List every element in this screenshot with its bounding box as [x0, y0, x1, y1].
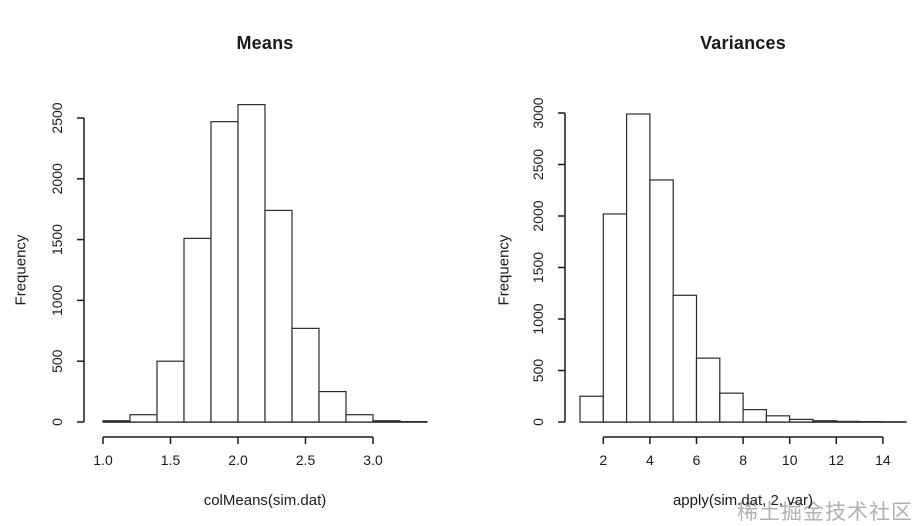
- histogram-panel-means: Means Frequency 0 500 1000 1500 2000 2500 1.0 1…: [0, 0, 457, 526]
- svg-text:2500: 2500: [49, 102, 65, 133]
- svg-text:1500: 1500: [530, 252, 546, 283]
- chart-title-variances: Variances: [700, 33, 786, 53]
- svg-text:3.0: 3.0: [363, 452, 383, 468]
- svg-text:2.5: 2.5: [296, 452, 316, 468]
- svg-text:1000: 1000: [49, 285, 65, 316]
- means-histogram-canvas: 0 500 1000 1500 2000 2500 1.0 1.5 2.0 2.5 3.0: [49, 102, 428, 468]
- svg-text:1.5: 1.5: [161, 452, 181, 468]
- svg-text:4: 4: [646, 452, 654, 468]
- svg-text:2: 2: [599, 452, 607, 468]
- variances-histogram-canvas: 0 500 1000 1500 2000 2500 3000 2 4 6 8 10 12 14: [530, 97, 907, 468]
- histogram-panel-variances: Variances Frequency 0 500 1000 1500 2000 2500…: [458, 0, 915, 526]
- svg-text:14: 14: [875, 452, 891, 468]
- svg-text:2000: 2000: [530, 200, 546, 231]
- svg-text:2500: 2500: [530, 149, 546, 180]
- svg-text:10: 10: [782, 452, 798, 468]
- svg-text:6: 6: [693, 452, 701, 468]
- x-axis-label-means: colMeans(sim.dat): [203, 492, 327, 509]
- svg-text:2000: 2000: [49, 163, 65, 194]
- svg-text:0: 0: [49, 418, 65, 426]
- svg-text:1500: 1500: [49, 224, 65, 255]
- svg-text:8: 8: [739, 452, 747, 468]
- site-watermark: 稀土掘金技术社区: [737, 501, 913, 524]
- y-axis-label-variances: Frequency: [495, 234, 513, 306]
- y-axis-label-means: Frequency: [12, 234, 30, 306]
- svg-text:500: 500: [49, 349, 65, 373]
- x-axis-label-variances: apply(sim.dat, 2, var): [672, 492, 814, 509]
- svg-text:1000: 1000: [530, 303, 546, 334]
- svg-text:2.0: 2.0: [228, 452, 248, 468]
- svg-text:3000: 3000: [530, 97, 546, 128]
- svg-text:12: 12: [829, 452, 845, 468]
- svg-text:500: 500: [530, 359, 546, 383]
- svg-text:0: 0: [530, 418, 546, 426]
- svg-text:1.0: 1.0: [93, 452, 113, 468]
- chart-title-means: Means: [236, 33, 294, 53]
